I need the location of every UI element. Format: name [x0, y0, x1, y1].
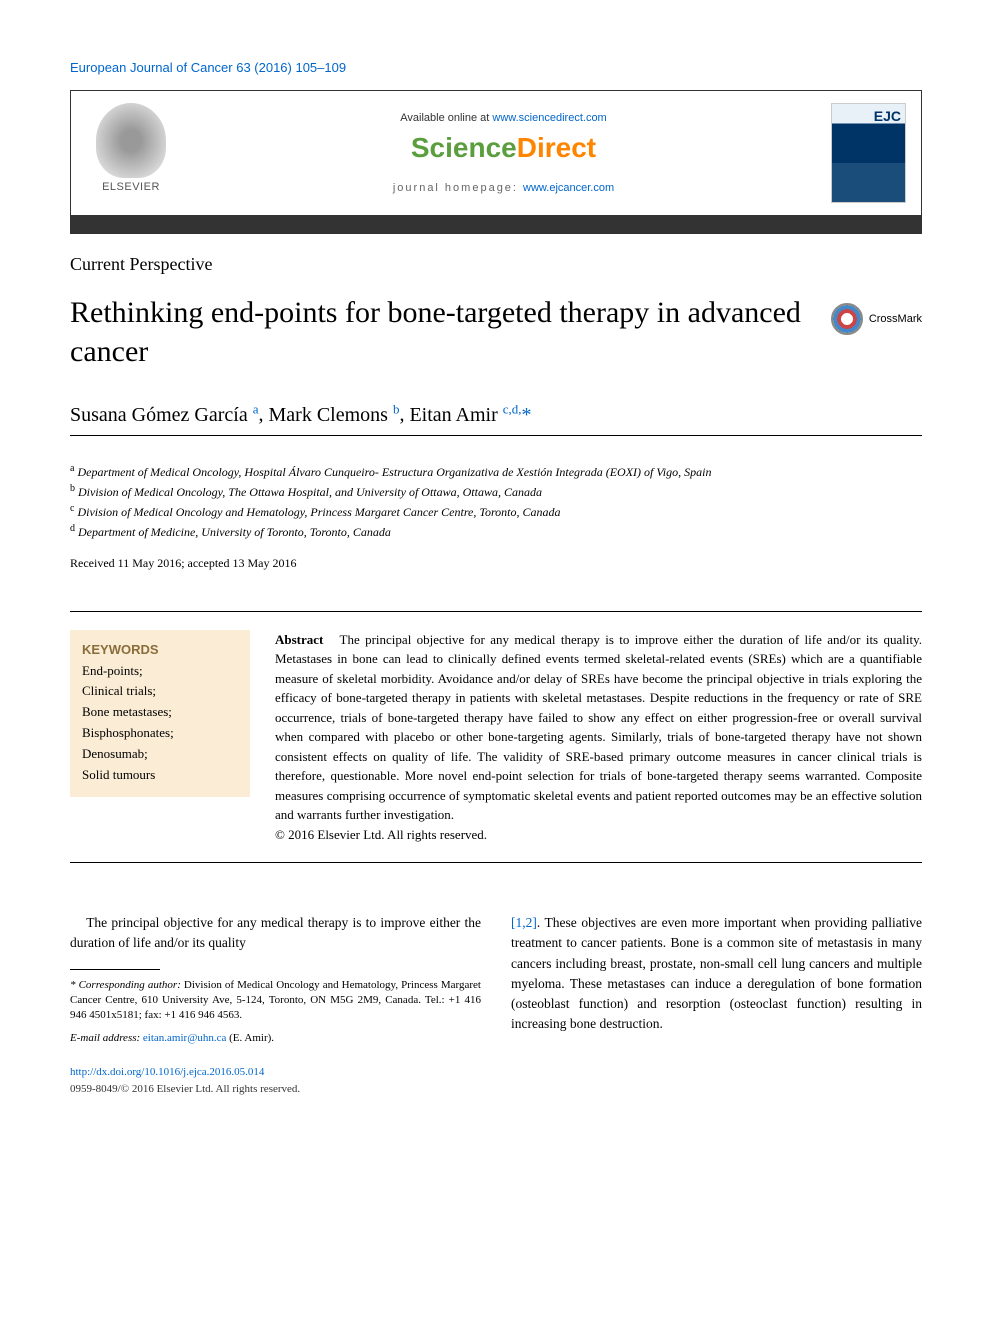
article-page: European Journal of Cancer 63 (2016) 105…: [0, 0, 992, 1137]
journal-homepage-link[interactable]: www.ejcancer.com: [523, 182, 614, 194]
available-online-text: Available online at www.sciencedirect.co…: [176, 112, 831, 124]
keyword-item: Clinical trials;: [82, 681, 238, 702]
crossmark-icon: [831, 303, 863, 335]
elsevier-tree-icon: [96, 103, 166, 178]
corresponding-email-line: E-mail address: eitan.amir@uhn.ca (E. Am…: [70, 1030, 481, 1047]
crossmark-label: CrossMark: [869, 313, 922, 325]
corresponding-star: * Corresponding author:: [70, 979, 181, 991]
author-name: Eitan Amir c,d,*: [409, 404, 531, 426]
abstract-label: Abstract: [275, 632, 323, 647]
email-author-name: (E. Amir).: [226, 1032, 274, 1044]
corresponding-author-footnote: * Corresponding author: Division of Medi…: [70, 978, 481, 1024]
sciencedirect-logo: ScienceDirect: [176, 132, 831, 164]
elsevier-name: ELSEVIER: [102, 181, 160, 193]
authors-list: Susana Gómez García a, Mark Clemons b, E…: [70, 401, 922, 427]
keyword-item: Denosumab;: [82, 744, 238, 765]
sciencedirect-url-link[interactable]: www.sciencedirect.com: [492, 112, 606, 124]
email-label: E-mail address:: [70, 1032, 143, 1044]
homepage-line: journal homepage: www.ejcancer.com: [176, 182, 831, 194]
doi-line: http://dx.doi.org/10.1016/j.ejca.2016.05…: [70, 1064, 481, 1081]
article-dates: Received 11 May 2016; accepted 13 May 20…: [70, 556, 922, 571]
author-name: Susana Gómez García a: [70, 404, 259, 426]
sd-science-text: Science: [411, 132, 517, 163]
affiliation-item: c Division of Medical Oncology and Hemat…: [70, 501, 922, 521]
journal-citation: European Journal of Cancer 63 (2016) 105…: [70, 60, 922, 75]
corresponding-email-link[interactable]: eitan.amir@uhn.ca: [143, 1032, 226, 1044]
elsevier-logo: ELSEVIER: [86, 103, 176, 203]
citation-ref-1-2[interactable]: [1,2]: [511, 915, 537, 930]
abstract-section: KEYWORDS End-points;Clinical trials;Bone…: [70, 611, 922, 864]
author-name: Mark Clemons b: [269, 404, 400, 426]
journal-cover-label: EJC: [874, 108, 901, 124]
body-paragraph-2: [1,2]. These objectives are even more im…: [511, 913, 922, 1035]
article-title: Rethinking end-points for bone-targeted …: [70, 293, 811, 371]
crossmark-badge[interactable]: CrossMark: [831, 303, 922, 335]
homepage-label: journal homepage:: [393, 182, 523, 194]
body-column-right: [1,2]. These objectives are even more im…: [511, 913, 922, 1097]
keyword-item: End-points;: [82, 661, 238, 682]
footnote-divider: [70, 969, 160, 970]
abstract-body: The principal objective for any medical …: [275, 632, 922, 823]
keywords-list: End-points;Clinical trials;Bone metastas…: [82, 661, 238, 786]
decorative-bar: [70, 216, 922, 234]
author-divider: [70, 435, 922, 436]
keyword-item: Solid tumours: [82, 765, 238, 786]
affiliation-item: a Department of Medical Oncology, Hospit…: [70, 461, 922, 481]
body-col2-text: . These objectives are even more importa…: [511, 915, 922, 1031]
abstract-text: Abstract The principal objective for any…: [275, 630, 922, 845]
journal-cover-thumbnail: EJC: [831, 103, 906, 203]
keyword-item: Bisphosphonates;: [82, 723, 238, 744]
affiliation-item: d Department of Medicine, University of …: [70, 521, 922, 541]
body-column-left: The principal objective for any medical …: [70, 913, 481, 1097]
doi-link[interactable]: http://dx.doi.org/10.1016/j.ejca.2016.05…: [70, 1066, 264, 1078]
issn-copyright: 0959-8049/© 2016 Elsevier Ltd. All right…: [70, 1081, 481, 1098]
keywords-box: KEYWORDS End-points;Clinical trials;Bone…: [70, 630, 250, 798]
title-row: Rethinking end-points for bone-targeted …: [70, 293, 922, 371]
affiliation-item: b Division of Medical Oncology, The Otta…: [70, 481, 922, 501]
body-paragraph-1: The principal objective for any medical …: [70, 913, 481, 954]
keywords-heading: KEYWORDS: [82, 642, 238, 657]
body-columns: The principal objective for any medical …: [70, 913, 922, 1097]
publisher-banner: ELSEVIER Available online at www.science…: [70, 90, 922, 216]
affiliations: a Department of Medical Oncology, Hospit…: [70, 461, 922, 541]
abstract-copyright: © 2016 Elsevier Ltd. All rights reserved…: [275, 827, 487, 842]
sd-direct-text: Direct: [517, 132, 596, 163]
banner-center: Available online at www.sciencedirect.co…: [176, 112, 831, 194]
article-type: Current Perspective: [70, 254, 922, 275]
keyword-item: Bone metastases;: [82, 702, 238, 723]
available-label: Available online at: [400, 112, 492, 124]
